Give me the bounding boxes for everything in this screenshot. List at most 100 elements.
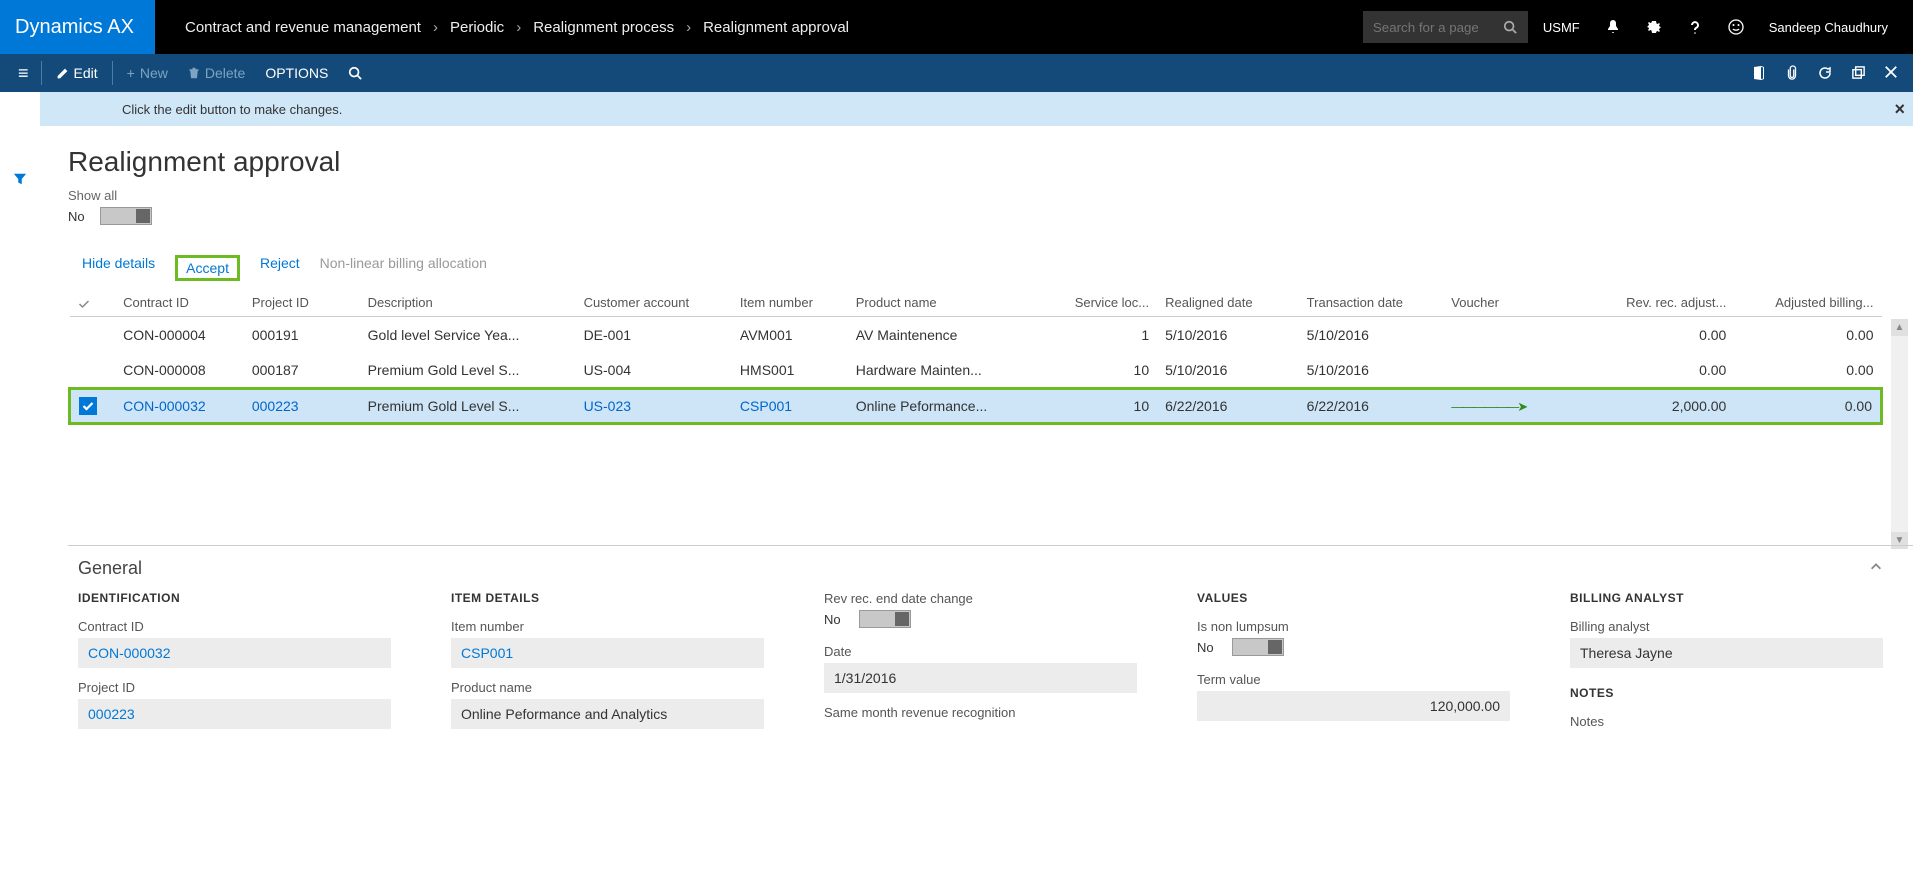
col-project-id[interactable]: Project ID	[244, 289, 360, 317]
popout-icon[interactable]	[1851, 65, 1866, 80]
grid-header-row: Contract ID Project ID Description Custo…	[70, 289, 1882, 317]
row-checkbox[interactable]	[83, 324, 101, 342]
cell-realigned: 6/22/2016	[1157, 389, 1299, 424]
reject-link[interactable]: Reject	[260, 255, 300, 281]
general-title[interactable]: General	[78, 558, 1883, 579]
help-icon[interactable]	[1687, 19, 1703, 35]
close-icon[interactable]	[1884, 65, 1898, 79]
cell-customer[interactable]: DE-001	[576, 317, 732, 353]
action-right-icons	[1751, 65, 1913, 81]
cell-project-id[interactable]: 000223	[244, 389, 360, 424]
delete-label: Delete	[205, 65, 245, 81]
col-product[interactable]: Product name	[848, 289, 1041, 317]
col-customer[interactable]: Customer account	[576, 289, 732, 317]
table-row[interactable]: CON-000032000223Premium Gold Level S...U…	[70, 389, 1882, 424]
search-input[interactable]	[1373, 20, 1503, 35]
gear-icon[interactable]	[1646, 19, 1662, 35]
left-filter-strip	[0, 92, 40, 893]
identification-head: IDENTIFICATION	[78, 591, 391, 605]
col-description[interactable]: Description	[360, 289, 576, 317]
cell-contract-id[interactable]: CON-000032	[115, 389, 244, 424]
user-name[interactable]: Sandeep Chaudhury	[1769, 20, 1888, 35]
breadcrumb-item[interactable]: Contract and revenue management	[185, 19, 421, 36]
office-icon[interactable]	[1751, 65, 1767, 81]
search-icon[interactable]	[1503, 20, 1517, 34]
col-voucher[interactable]: Voucher	[1443, 289, 1585, 317]
checkbox-header[interactable]	[70, 289, 116, 317]
col-transaction[interactable]: Transaction date	[1299, 289, 1444, 317]
action-bar: ≡ Edit + New Delete OPTIONS	[0, 54, 1913, 92]
notes-label: Notes	[1570, 714, 1883, 729]
filter-icon[interactable]	[0, 92, 40, 186]
row-checkbox[interactable]	[79, 397, 97, 415]
trash-icon	[188, 67, 200, 79]
row-checkbox[interactable]	[83, 359, 101, 377]
col-item[interactable]: Item number	[732, 289, 848, 317]
pencil-icon	[56, 67, 69, 80]
cell-loc: 1	[1041, 317, 1157, 353]
showall-toggle[interactable]	[100, 207, 152, 225]
cell-item[interactable]: CSP001	[732, 389, 848, 424]
plus-icon: +	[127, 65, 135, 81]
cell-adj: 0.00	[1734, 389, 1881, 424]
date-label: Date	[824, 644, 1137, 659]
scrollbar[interactable]: ▲ ▼	[1891, 319, 1908, 549]
breadcrumb-item[interactable]: Realignment process	[533, 19, 674, 36]
scroll-up-icon[interactable]: ▲	[1891, 319, 1908, 336]
table-row[interactable]: CON-000004000191Gold level Service Yea..…	[70, 317, 1882, 353]
product-name-value: Online Peformance and Analytics	[451, 699, 764, 729]
col-realigned[interactable]: Realigned date	[1157, 289, 1299, 317]
edit-button[interactable]: Edit	[46, 65, 108, 81]
cell-product: Hardware Mainten...	[848, 352, 1041, 389]
table-row[interactable]: CON-000008000187Premium Gold Level S...U…	[70, 352, 1882, 389]
cell-transaction: 6/22/2016	[1299, 389, 1444, 424]
values-col: VALUES Is non lumpsum No Term value 120,…	[1197, 591, 1510, 741]
search-box[interactable]	[1363, 11, 1528, 43]
cell-realigned: 5/10/2016	[1157, 317, 1299, 353]
entity-label[interactable]: USMF	[1543, 20, 1580, 35]
col-service-loc[interactable]: Service loc...	[1041, 289, 1157, 317]
term-value-value: 120,000.00	[1197, 691, 1510, 721]
cell-contract-id[interactable]: CON-000008	[115, 352, 244, 389]
values-head: VALUES	[1197, 591, 1510, 605]
item-number-value[interactable]: CSP001	[451, 638, 764, 668]
col-rev-rec[interactable]: Rev. rec. adjust...	[1585, 289, 1735, 317]
cell-description: Premium Gold Level S...	[360, 352, 576, 389]
billing-analyst-value: Theresa Jayne	[1570, 638, 1883, 668]
cell-customer[interactable]: US-004	[576, 352, 732, 389]
search-page-button[interactable]	[338, 66, 372, 80]
divider	[112, 61, 113, 85]
col-contract-id[interactable]: Contract ID	[115, 289, 244, 317]
cell-project-id[interactable]: 000187	[244, 352, 360, 389]
term-value-label: Term value	[1197, 672, 1510, 687]
cell-project-id[interactable]: 000191	[244, 317, 360, 353]
end-date-toggle[interactable]	[859, 610, 911, 628]
attach-icon[interactable]	[1785, 65, 1799, 81]
divider	[41, 61, 42, 85]
collapse-icon[interactable]	[1869, 558, 1883, 574]
date-value: 1/31/2016	[824, 663, 1137, 693]
options-button[interactable]: OPTIONS	[255, 65, 338, 81]
new-label: New	[140, 65, 168, 81]
identification-col: IDENTIFICATION Contract ID CON-000032 Pr…	[78, 591, 391, 741]
refresh-icon[interactable]	[1817, 65, 1833, 81]
smiley-icon[interactable]	[1728, 19, 1744, 35]
hide-details-link[interactable]: Hide details	[82, 255, 155, 281]
breadcrumb-item[interactable]: Realignment approval	[703, 19, 849, 36]
contract-id-value[interactable]: CON-000032	[78, 638, 391, 668]
cell-rev: 2,000.00	[1585, 389, 1735, 424]
col-adj-billing[interactable]: Adjusted billing...	[1734, 289, 1881, 317]
breadcrumb-item[interactable]: Periodic	[450, 19, 504, 36]
cell-item[interactable]: AVM001	[732, 317, 848, 353]
cell-item[interactable]: HMS001	[732, 352, 848, 389]
close-info-icon[interactable]: ×	[1894, 99, 1905, 120]
accept-link[interactable]: Accept	[175, 255, 240, 281]
bell-icon[interactable]	[1605, 19, 1621, 35]
app-logo[interactable]: Dynamics AX	[0, 0, 155, 54]
project-id-value[interactable]: 000223	[78, 699, 391, 729]
cell-contract-id[interactable]: CON-000004	[115, 317, 244, 353]
cell-customer[interactable]: US-023	[576, 389, 732, 424]
menu-icon[interactable]: ≡	[10, 63, 37, 84]
lumpsum-toggle[interactable]	[1232, 638, 1284, 656]
cell-realigned: 5/10/2016	[1157, 352, 1299, 389]
